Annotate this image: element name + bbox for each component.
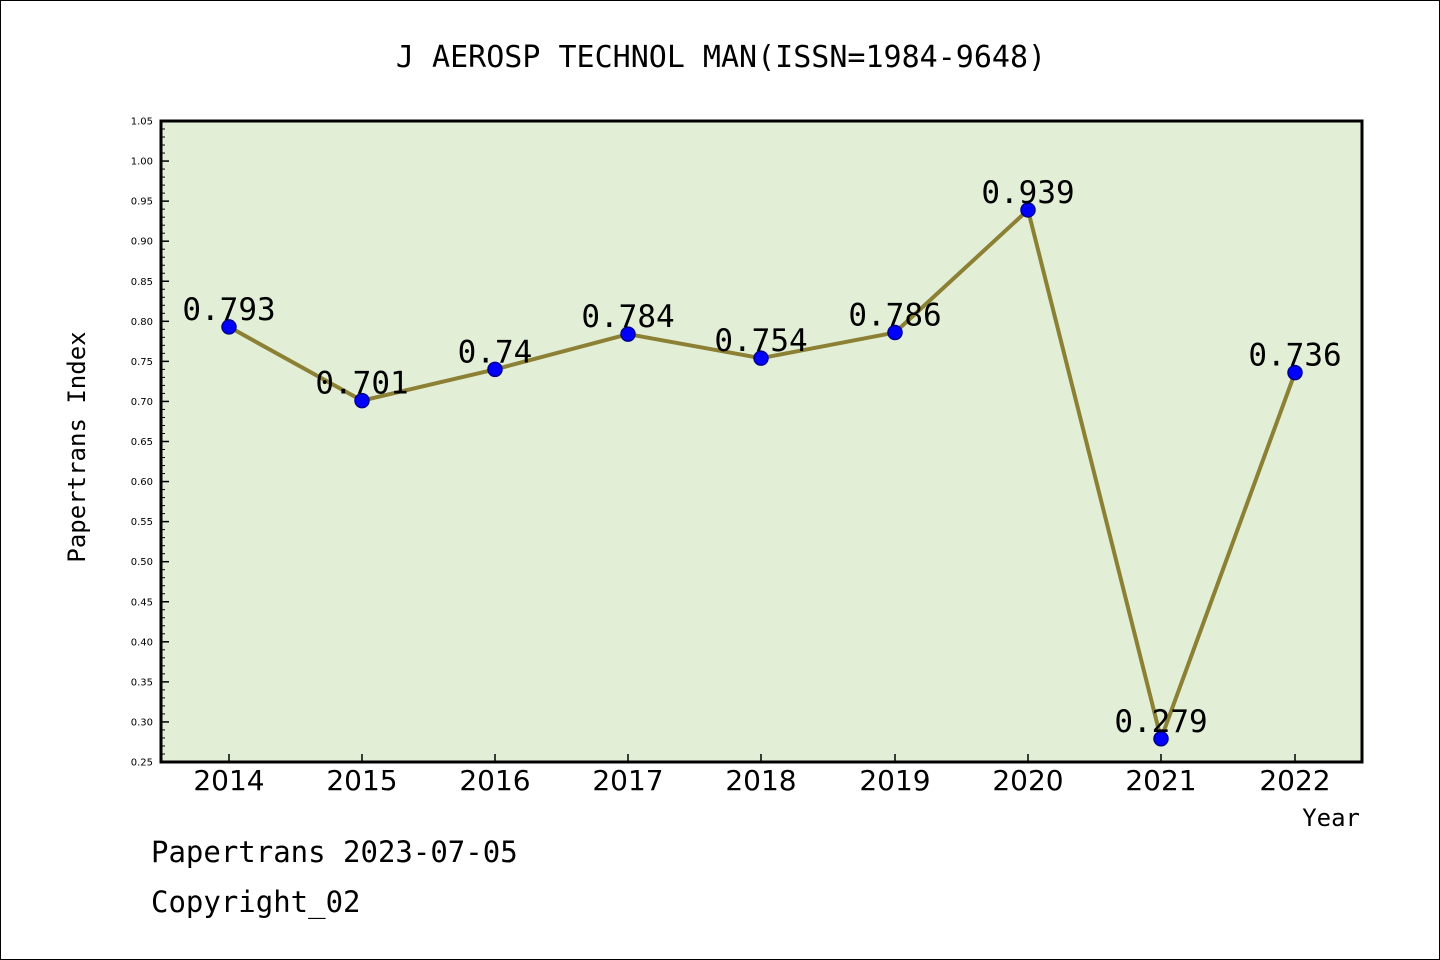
chart-title: J AEROSP TECHNOL MAN(ISSN=1984-9648) [396,40,1046,75]
data-point [487,361,503,378]
x-tick-label: 2014 [193,764,264,797]
y-tick-label: 0.55 [131,517,153,528]
data-point [1153,731,1169,747]
y-tick-label: 0.80 [131,317,153,328]
data-label: 0.736 [1248,338,1341,374]
data-label: 0.74 [458,334,533,370]
data-label: 0.754 [714,323,807,359]
data-point [1287,364,1303,381]
y-tick-label: 0.45 [131,597,153,608]
x-tick-label: 2019 [859,764,930,797]
y-tick-label: 0.65 [131,437,153,448]
data-point [620,326,636,342]
data-point [1020,202,1036,218]
y-tick-label: 0.30 [131,717,153,728]
data-label: 0.793 [182,292,275,328]
y-axis-title: Papertrans Index [63,331,91,562]
y-tick-label: 0.40 [131,637,153,648]
x-tick-label: 2016 [459,764,530,797]
data-label: 0.786 [848,298,941,334]
y-tick-label: 0.90 [131,237,153,248]
y-tick-label: 0.50 [131,557,153,568]
x-tick-label: 2021 [1125,764,1196,797]
data-label: 0.701 [315,366,408,402]
footer-date: Papertrans 2023-07-05 [151,835,518,869]
x-axis: 2014 2015 2016 2017 2018 2019 2020 2021 2022 [193,754,1331,797]
y-tick-label: 1.00 [131,157,153,168]
y-tick-label: 0.95 [131,197,153,208]
x-tick-label: 2015 [326,764,397,797]
data-label: 0.279 [1114,704,1207,740]
x-axis-title: Year [1302,804,1360,832]
data-label: 0.939 [981,175,1074,211]
y-tick-label: 0.25 [131,758,153,769]
data-point [221,319,237,335]
data-point [753,350,769,366]
data-point [354,392,370,409]
footer-copyright: Copyright_02 [151,885,361,919]
data-point [887,324,903,341]
y-tick-label: 0.85 [131,277,153,288]
series-layer: 0.793 0.701 0.74 0.784 0.754 0.786 0.939 0.279 0… [182,175,1342,747]
x-tick-label: 2017 [592,764,663,797]
y-tick-label: 0.60 [131,477,153,488]
plot-area [159,119,1364,764]
y-tick-label: 0.75 [131,357,153,368]
y-axis: 0.25 0.30 0.35 0.40 0.45 0.50 0.55 0.60 0.65 0.70… [131,117,169,769]
x-tick-label: 2020 [992,764,1063,797]
x-tick-label: 2018 [725,764,796,797]
y-tick-label: 0.35 [131,677,153,688]
data-label: 0.784 [581,299,674,335]
y-tick-label: 1.05 [131,117,153,128]
y-tick-label: 0.70 [131,397,153,408]
x-tick-label: 2022 [1259,764,1330,797]
